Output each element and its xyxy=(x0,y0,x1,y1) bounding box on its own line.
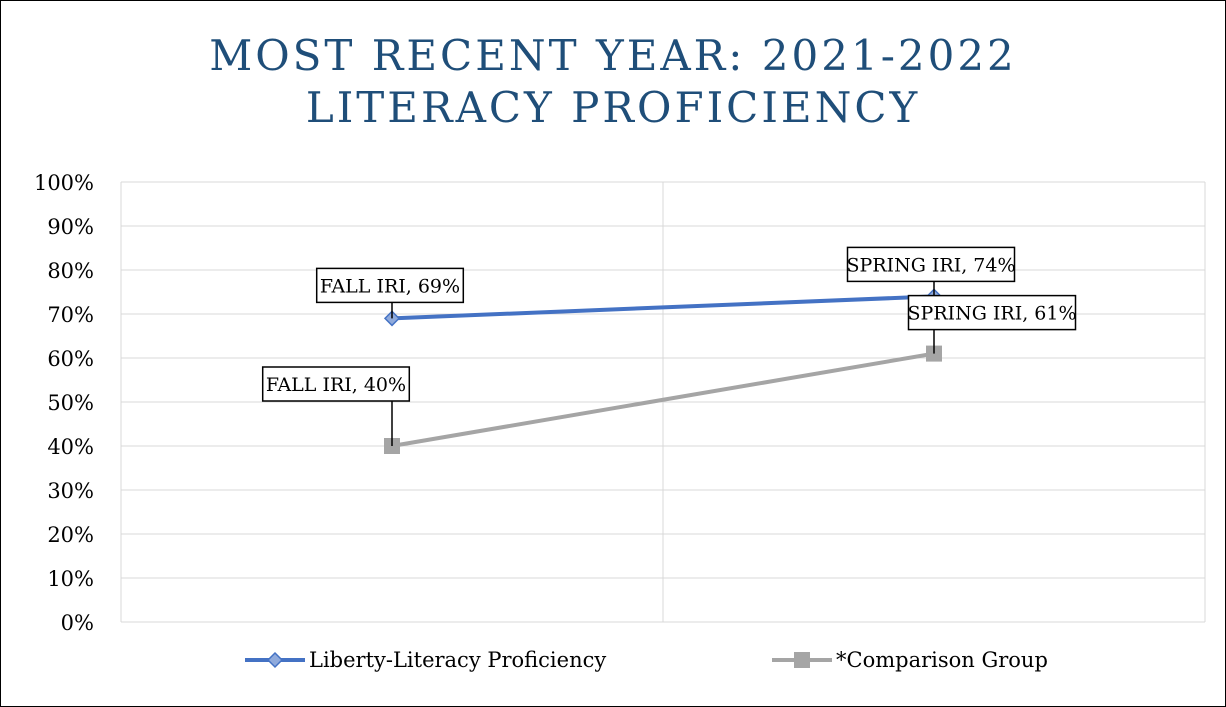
legend-label: *Comparison Group xyxy=(836,648,1048,672)
data-label-box xyxy=(907,294,1077,331)
data-label-box xyxy=(846,246,1016,283)
series-line xyxy=(391,351,935,448)
data-label: SPRING IRI, 74% xyxy=(846,254,1015,276)
legend-marker-diamond xyxy=(266,651,284,669)
y-tick-label: 0% xyxy=(61,611,94,635)
y-tick-label: 100% xyxy=(34,171,94,195)
chart-title-line-2: LITERACY PROFICIENCY xyxy=(305,83,921,132)
legend-label: Liberty-Literacy Proficiency xyxy=(309,648,606,672)
series-line xyxy=(391,294,935,321)
legend-marker-square xyxy=(794,652,810,668)
y-tick-label: 60% xyxy=(47,347,94,371)
y-tick-label: 80% xyxy=(47,259,94,283)
data-label-box xyxy=(315,267,465,304)
chart-title-line-1: MOST RECENT YEAR: 2021-2022 xyxy=(209,31,1017,80)
data-label: FALL IRI, 40% xyxy=(266,374,406,396)
y-tick-label: 20% xyxy=(47,523,94,547)
y-tick-label: 10% xyxy=(47,567,94,591)
y-tick-label: 70% xyxy=(47,303,94,327)
y-tick-label: 50% xyxy=(47,391,94,415)
data-label-box xyxy=(261,366,411,402)
chart-title: MOST RECENT YEAR: 2021-2022 LITERACY PRO… xyxy=(0,30,1226,134)
y-tick-label: 30% xyxy=(47,479,94,503)
y-tick-label: 90% xyxy=(47,215,94,239)
y-tick-label: 40% xyxy=(47,435,94,459)
data-label: FALL IRI, 69% xyxy=(320,275,460,297)
data-label: SPRING IRI, 61% xyxy=(907,303,1076,325)
